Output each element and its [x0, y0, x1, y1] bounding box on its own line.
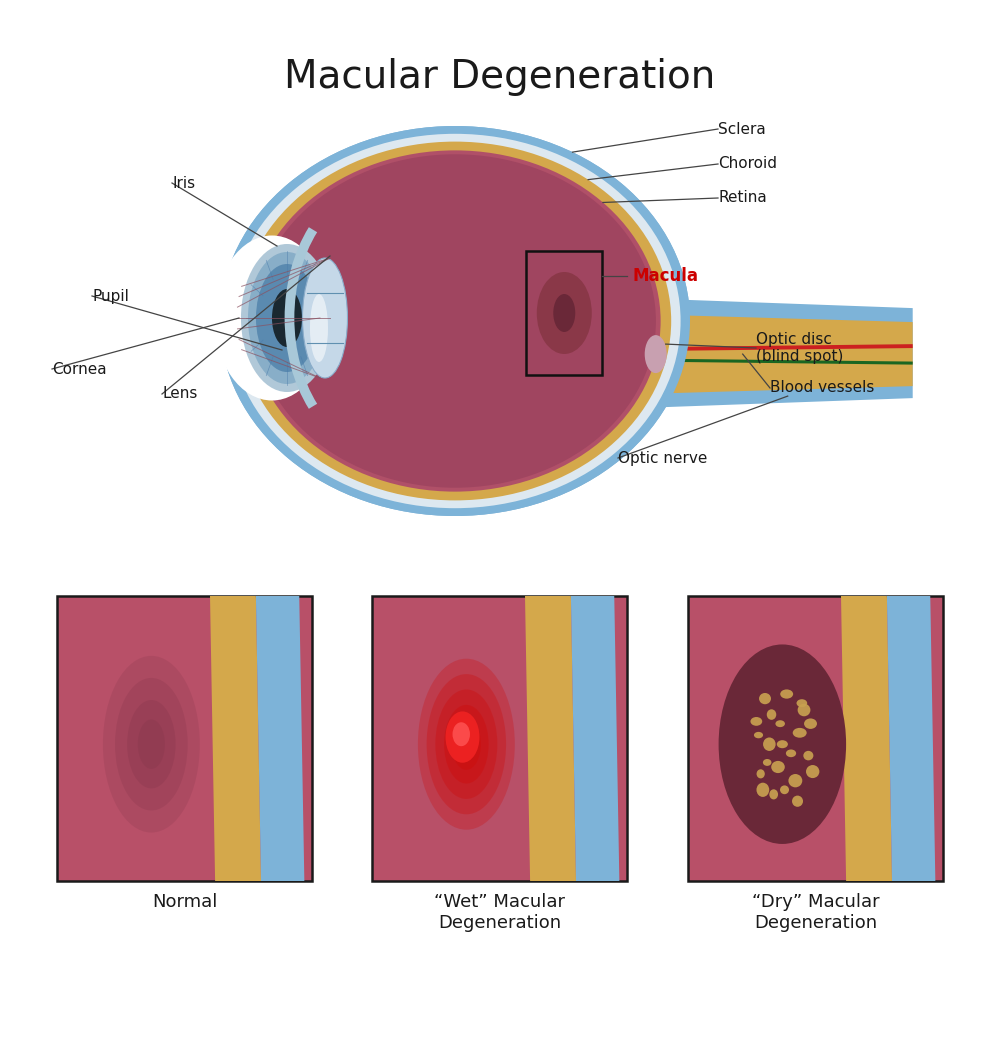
Text: Pupil: Pupil [92, 288, 129, 303]
Ellipse shape [394, 277, 478, 346]
Ellipse shape [798, 704, 810, 716]
Ellipse shape [453, 723, 470, 746]
Ellipse shape [792, 795, 803, 807]
Ellipse shape [360, 248, 512, 375]
Ellipse shape [793, 728, 807, 737]
Bar [372, 596, 627, 881]
Ellipse shape [127, 700, 176, 788]
Polygon shape [638, 315, 913, 394]
Ellipse shape [248, 252, 326, 384]
Ellipse shape [806, 765, 819, 778]
Ellipse shape [326, 220, 546, 402]
Polygon shape [571, 596, 619, 881]
Ellipse shape [769, 789, 778, 800]
Ellipse shape [138, 720, 165, 769]
Polygon shape [256, 596, 304, 881]
Ellipse shape [756, 783, 769, 797]
Text: Choroid: Choroid [718, 157, 777, 171]
Ellipse shape [452, 719, 481, 770]
Text: Macular Degeneration: Macular Degeneration [284, 58, 716, 96]
Ellipse shape [553, 294, 575, 332]
Polygon shape [887, 596, 935, 881]
Ellipse shape [435, 689, 497, 798]
Ellipse shape [115, 677, 188, 810]
Ellipse shape [377, 262, 495, 360]
Ellipse shape [302, 258, 347, 378]
Text: Retina: Retina [718, 190, 767, 205]
Ellipse shape [444, 705, 489, 784]
Text: Optic nerve: Optic nerve [618, 450, 707, 465]
Polygon shape [841, 596, 892, 881]
Ellipse shape [645, 336, 667, 373]
Polygon shape [638, 298, 913, 408]
Text: Macula: Macula [632, 267, 698, 285]
Ellipse shape [763, 737, 776, 751]
Ellipse shape [229, 134, 681, 508]
Ellipse shape [780, 786, 789, 794]
Ellipse shape [763, 758, 771, 766]
Ellipse shape [272, 289, 302, 347]
Text: Blood vessels: Blood vessels [770, 381, 874, 396]
Ellipse shape [310, 294, 328, 362]
Bar [526, 251, 602, 375]
Ellipse shape [310, 206, 563, 417]
Ellipse shape [249, 150, 661, 491]
Ellipse shape [803, 751, 813, 761]
Polygon shape [525, 596, 576, 881]
Ellipse shape [767, 709, 776, 720]
Text: “Wet” Macular
Degeneration: “Wet” Macular Degeneration [434, 893, 565, 932]
Ellipse shape [759, 693, 771, 704]
Ellipse shape [750, 717, 762, 726]
Text: “Dry” Macular
Degeneration: “Dry” Macular Degeneration [752, 893, 879, 932]
Text: Optic disc
(blind spot): Optic disc (blind spot) [756, 331, 843, 364]
Text: Iris: Iris [172, 176, 195, 190]
Ellipse shape [771, 761, 785, 773]
Text: Normal: Normal [152, 893, 217, 911]
Ellipse shape [780, 689, 793, 699]
Polygon shape [210, 596, 261, 881]
Ellipse shape [239, 142, 671, 501]
Ellipse shape [754, 732, 763, 739]
Ellipse shape [256, 264, 318, 372]
Ellipse shape [254, 155, 656, 488]
Ellipse shape [418, 659, 515, 830]
Ellipse shape [343, 235, 529, 388]
Text: Lens: Lens [162, 386, 197, 402]
Ellipse shape [804, 719, 817, 729]
Text: Cornea: Cornea [52, 362, 107, 377]
Ellipse shape [220, 126, 690, 515]
Ellipse shape [241, 244, 333, 392]
Ellipse shape [775, 721, 785, 727]
Ellipse shape [788, 774, 802, 787]
Ellipse shape [103, 655, 200, 832]
Bar [688, 596, 943, 881]
Ellipse shape [786, 749, 796, 757]
Ellipse shape [757, 769, 765, 778]
Ellipse shape [254, 155, 656, 488]
Ellipse shape [249, 150, 661, 491]
Ellipse shape [214, 236, 329, 401]
Ellipse shape [229, 134, 681, 508]
Ellipse shape [797, 700, 807, 707]
Ellipse shape [220, 126, 690, 515]
Ellipse shape [719, 645, 846, 844]
Ellipse shape [777, 741, 788, 748]
Ellipse shape [537, 272, 592, 355]
Ellipse shape [427, 674, 506, 814]
Bar [57, 596, 312, 881]
Ellipse shape [446, 711, 479, 763]
Ellipse shape [239, 142, 671, 501]
Text: Sclera: Sclera [718, 121, 766, 137]
